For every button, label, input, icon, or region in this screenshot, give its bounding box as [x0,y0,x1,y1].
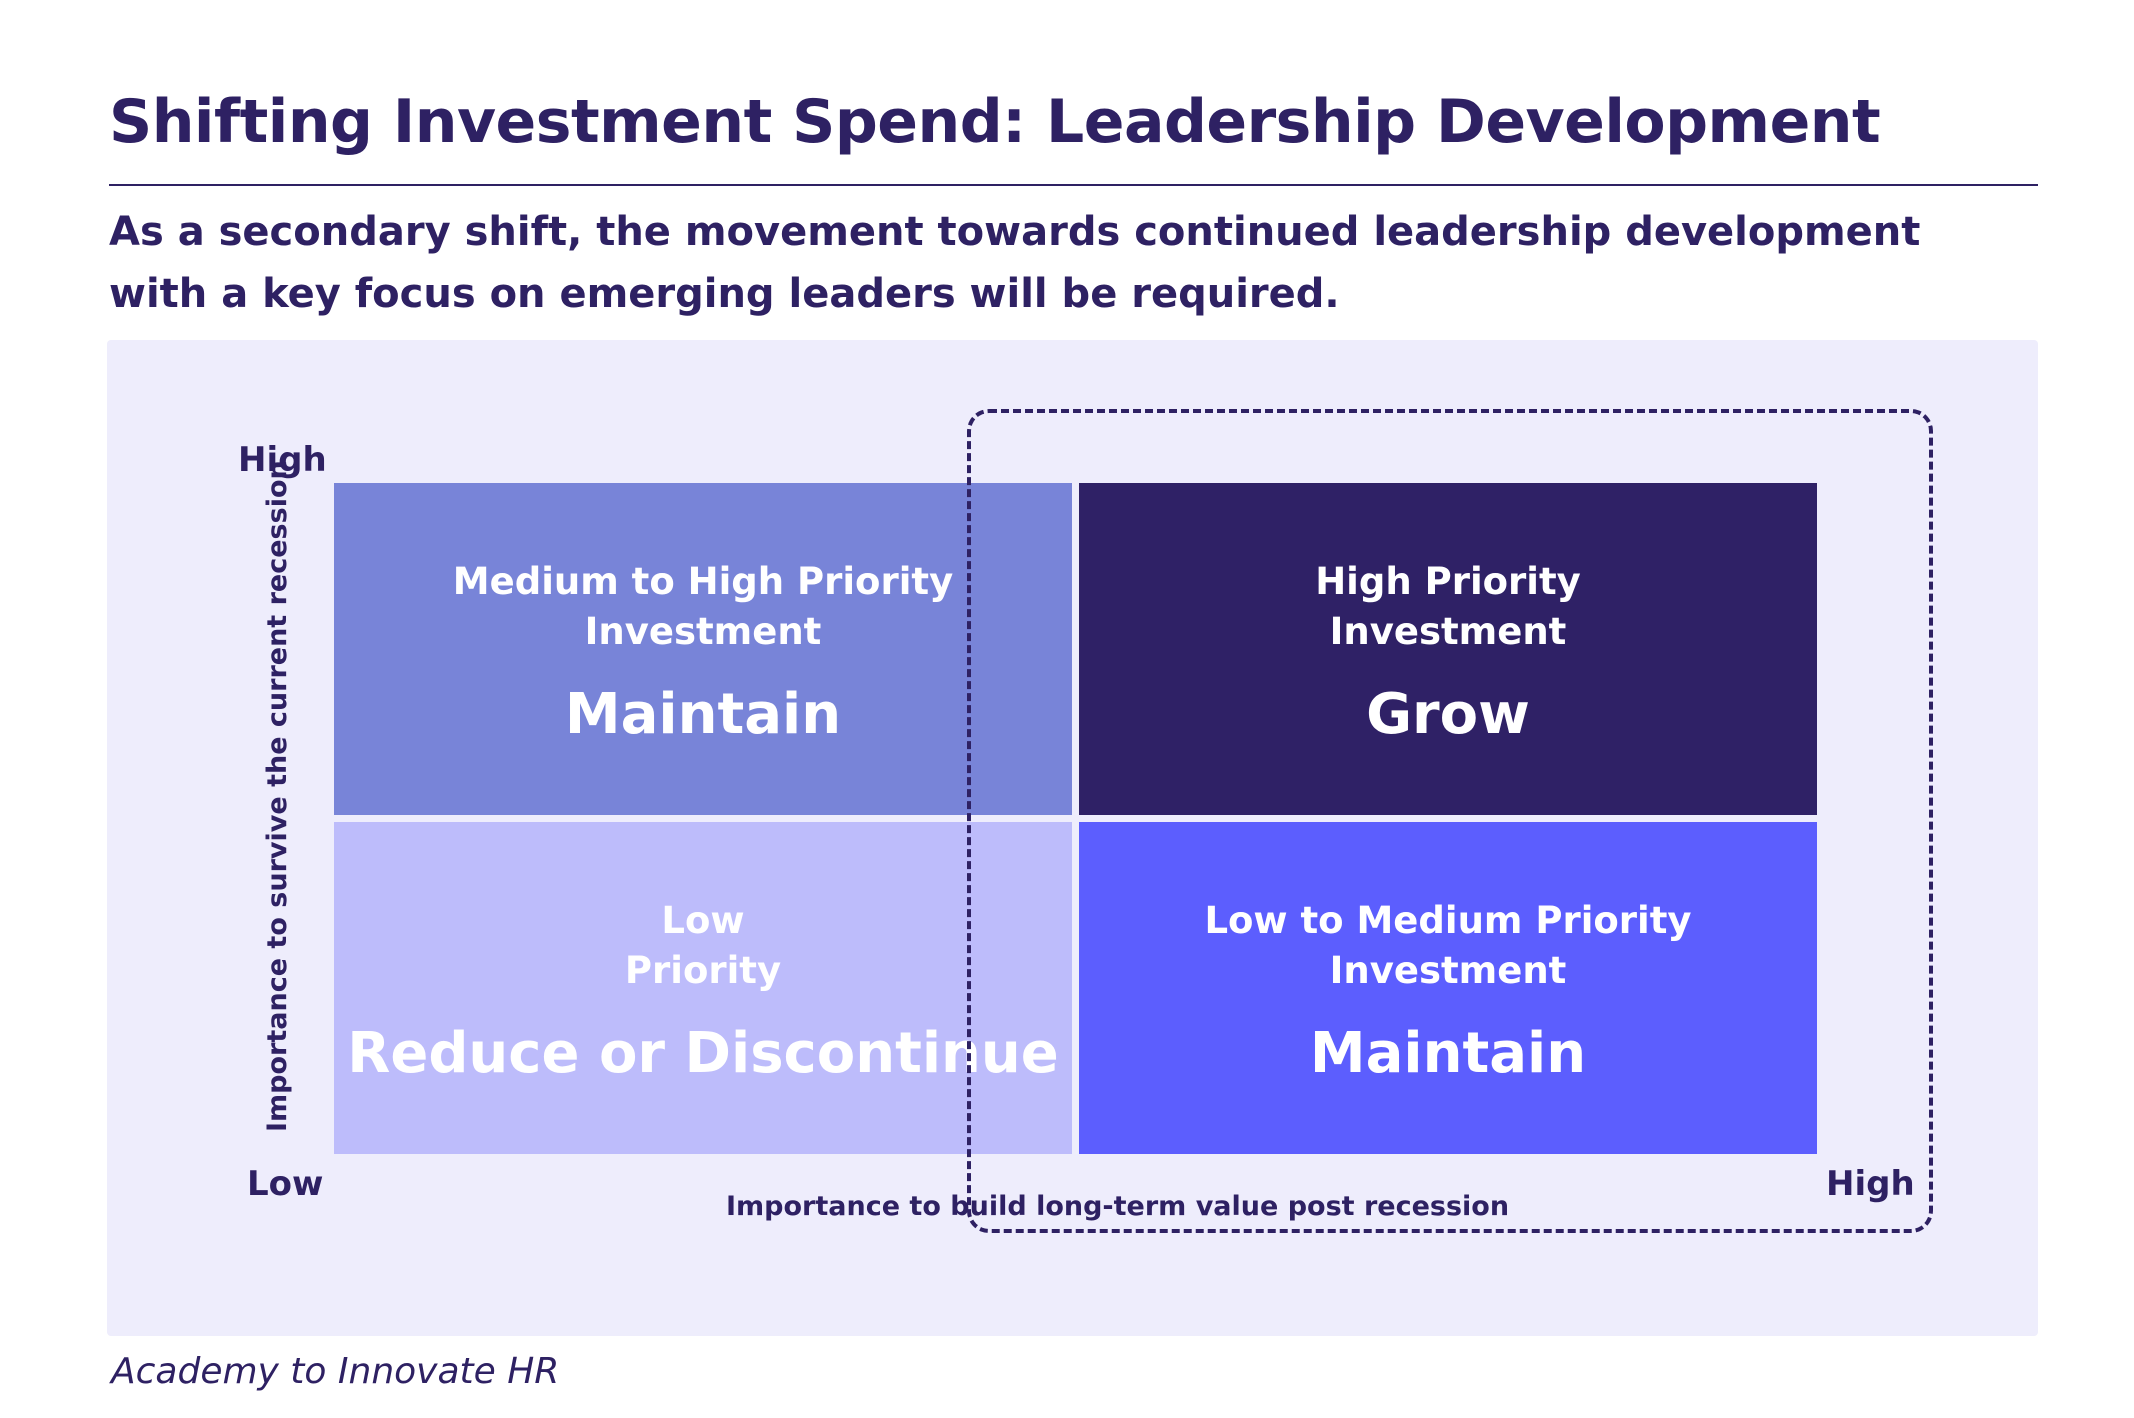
priority-line-2: Investment [584,610,822,653]
x-axis-title: Importance to build long-term value post… [726,1191,1510,1222]
quadrant-priority: High Priority Investment [1079,557,1817,657]
page-subtitle: As a secondary shift, the movement towar… [109,209,1921,317]
quadrant-action: Reduce or Discontinue [347,1021,1059,1086]
quadrant-action: Maintain [564,682,842,747]
priority-line-1: Low to Medium Priority [1204,899,1692,942]
priority-line-1: Medium to High Priority [452,560,954,603]
priority-line-2: Investment [1329,610,1567,653]
priority-line-1: Low [661,899,745,942]
quadrant-top-right: High Priority Investment Grow [1079,483,1817,815]
quadrant-top-left: Medium to High Priority Investment Maint… [334,483,1072,815]
y-axis-title: Importance to survive the current recess… [262,460,293,1132]
quadrant-priority: Low to Medium Priority Investment [1079,896,1817,996]
priority-line-2: Investment [1329,949,1567,992]
source-credit: Academy to Innovate HR [111,1351,560,1392]
quadrant-action: Grow [1366,682,1530,747]
page-title: Shifting Investment Spend: Leadership De… [109,87,1881,157]
y-axis-low-label: Low [247,1164,324,1204]
quadrant-bottom-right: Low to Medium Priority Investment Mainta… [1079,822,1817,1154]
quadrant-action: Maintain [1309,1021,1587,1086]
quadrant-bottom-left: Low Priority Reduce or Discontinue [334,822,1072,1154]
priority-line-1: High Priority [1315,560,1581,603]
x-axis-high-label: High [1826,1164,1915,1204]
priority-line-2: Priority [624,949,782,992]
title-divider [109,184,2038,186]
quadrant-priority: Medium to High Priority Investment [334,557,1072,657]
quadrant-priority: Low Priority [334,896,1072,996]
y-axis-high-label: High [238,440,327,480]
